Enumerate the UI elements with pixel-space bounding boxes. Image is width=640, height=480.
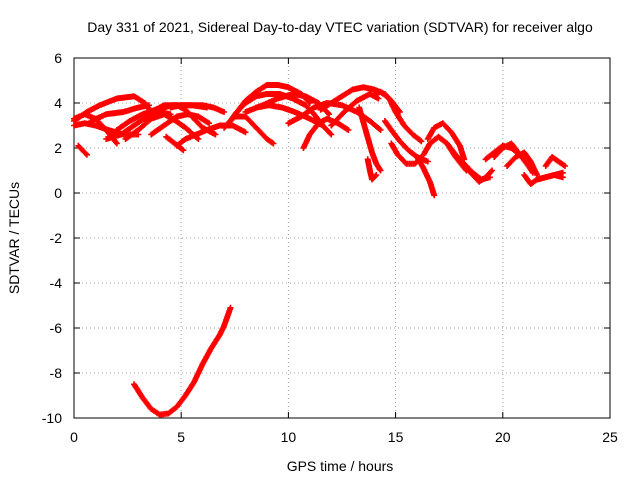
point-markers xyxy=(88,102,152,124)
x-tick-label: 25 xyxy=(602,429,618,445)
series-arc-12 xyxy=(167,102,228,115)
y-tick-label: 6 xyxy=(54,50,62,66)
plot-border xyxy=(73,57,611,419)
y-tick-label: 0 xyxy=(54,185,62,201)
y-tick-label: 4 xyxy=(54,95,62,111)
series-arc-13 xyxy=(163,133,187,154)
series-arc-28 xyxy=(414,154,438,199)
tick-labels: 0 5 10 15 20 25 -10 -8 -6 -4 -2 0 2 4 6 xyxy=(42,50,618,445)
y-tick-label: 2 xyxy=(54,140,62,156)
y-tick-label: -2 xyxy=(50,230,63,246)
x-tick-label: 5 xyxy=(177,429,185,445)
point-markers xyxy=(364,156,380,183)
series-arc-29 xyxy=(424,120,468,163)
point-markers xyxy=(300,115,352,151)
series-arc-23 xyxy=(356,104,384,174)
series-arc-25 xyxy=(371,88,425,145)
point-markers xyxy=(424,120,468,163)
data-marks xyxy=(71,82,568,418)
y-tick-label: -6 xyxy=(50,320,63,336)
point-markers xyxy=(542,154,568,169)
chart-title: Day 331 of 2021, Sidereal Day-to-day VTE… xyxy=(87,19,593,35)
point-markers xyxy=(414,154,438,199)
series-arc-35 xyxy=(504,149,541,178)
y-tick-label: -8 xyxy=(50,365,63,381)
x-tick-label: 0 xyxy=(70,429,78,445)
point-markers xyxy=(163,133,187,154)
point-markers xyxy=(328,91,382,129)
x-tick-label: 20 xyxy=(495,429,511,445)
x-tick-label: 10 xyxy=(281,429,297,445)
y-tick-label: -4 xyxy=(50,275,63,291)
series-arc-02 xyxy=(75,142,90,158)
point-markers xyxy=(534,172,566,183)
point-markers xyxy=(491,140,536,176)
point-markers xyxy=(131,304,234,418)
series-arc-38 xyxy=(542,154,568,169)
series-arc-22 xyxy=(328,91,382,129)
series-arc-05 xyxy=(88,102,152,124)
point-markers xyxy=(371,88,425,145)
axes xyxy=(73,57,611,419)
point-markers xyxy=(167,102,228,115)
series-arc-37 xyxy=(534,172,566,183)
point-markers xyxy=(75,142,90,158)
y-tick-label: -10 xyxy=(42,410,62,426)
series-arc-32 xyxy=(463,165,496,185)
point-markers xyxy=(463,165,496,185)
x-axis-label: GPS time / hours xyxy=(287,458,394,474)
series-arc-39 xyxy=(131,304,234,418)
series-arc-19 xyxy=(300,115,352,151)
series-arc-24 xyxy=(364,156,380,183)
y-axis-label: SDTVAR / TECUs xyxy=(6,182,22,294)
point-markers xyxy=(356,104,384,174)
point-markers xyxy=(504,149,541,178)
x-tick-label: 15 xyxy=(388,429,404,445)
series-arc-34 xyxy=(491,140,536,176)
